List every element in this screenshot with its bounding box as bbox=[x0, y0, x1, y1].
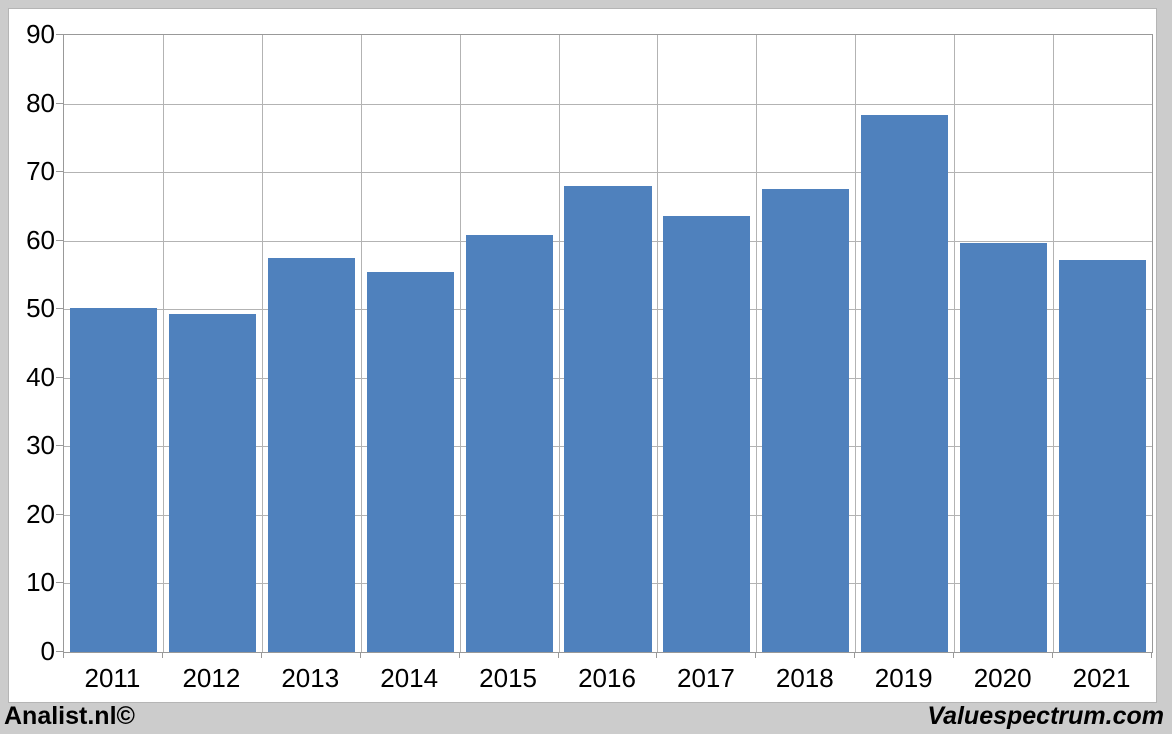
horizontal-gridline bbox=[64, 103, 1152, 105]
y-axis-tick bbox=[56, 582, 63, 584]
x-tick-label: 2014 bbox=[380, 663, 439, 693]
y-axis-tick bbox=[56, 171, 63, 173]
x-tick-label: 2011 bbox=[84, 663, 141, 693]
x-axis-tick bbox=[656, 652, 658, 658]
y-axis-tick bbox=[56, 651, 63, 652]
y-axis-tick bbox=[56, 102, 63, 104]
y-tick-label: 70 bbox=[26, 156, 55, 187]
y-tick-label: 40 bbox=[26, 361, 55, 392]
x-axis-tick bbox=[458, 652, 460, 658]
x-axis-tick bbox=[557, 652, 559, 658]
x-tick-label: 2017 bbox=[676, 663, 735, 693]
y-tick-label: 90 bbox=[26, 19, 55, 49]
horizontal-gridline bbox=[64, 172, 1152, 174]
bar-2020 bbox=[960, 242, 1048, 652]
x-axis-tick bbox=[953, 652, 955, 658]
x-axis-tick bbox=[359, 652, 361, 658]
x-tick-label: 2015 bbox=[479, 663, 537, 693]
y-axis-tick bbox=[56, 308, 63, 310]
plot-area bbox=[63, 34, 1153, 653]
vertical-gridline bbox=[657, 35, 659, 652]
bar-2012 bbox=[168, 314, 256, 652]
x-axis-tick bbox=[755, 652, 757, 658]
x-tick-label: 2021 bbox=[1072, 663, 1131, 693]
bar-2011 bbox=[69, 307, 157, 652]
vertical-gridline bbox=[855, 35, 857, 652]
bar-2014 bbox=[366, 272, 454, 652]
y-axis-tick bbox=[56, 513, 63, 515]
vertical-gridline bbox=[162, 35, 164, 652]
y-tick-label: 20 bbox=[26, 498, 55, 529]
x-tick-label: 2012 bbox=[182, 663, 241, 693]
chart-canvas: 0 10 20 30 40 50 60 70 80 90 2011 2012 2013 2014 2015 2… bbox=[8, 8, 1157, 703]
bar-2015 bbox=[465, 235, 553, 652]
x-axis-tick bbox=[63, 652, 64, 658]
y-tick-label: 30 bbox=[26, 430, 55, 461]
x-tick-label: 2013 bbox=[281, 663, 340, 693]
x-axis-tick bbox=[161, 652, 163, 658]
vertical-gridline bbox=[261, 35, 263, 652]
y-axis-tick bbox=[56, 376, 63, 378]
bar-2019 bbox=[861, 114, 949, 652]
vertical-gridline bbox=[954, 35, 956, 652]
x-tick-label: 2019 bbox=[874, 663, 933, 693]
vertical-gridline bbox=[360, 35, 362, 652]
x-axis-tick bbox=[854, 652, 856, 658]
y-axis-tick bbox=[56, 445, 63, 447]
y-axis-tick bbox=[56, 239, 63, 241]
y-axis-tick bbox=[56, 34, 63, 35]
vertical-gridline bbox=[1053, 35, 1055, 652]
vertical-gridline bbox=[558, 35, 560, 652]
bar-2016 bbox=[564, 185, 652, 652]
footer-bar: Analist.nl© Valuespectrum.com bbox=[0, 702, 1172, 734]
brand-right-label: Valuespectrum.com bbox=[927, 702, 1164, 730]
x-axis-tick bbox=[1151, 652, 1152, 658]
bar-2013 bbox=[267, 257, 355, 652]
x-tick-label: 2020 bbox=[973, 663, 1032, 693]
x-tick-label: 2016 bbox=[578, 663, 636, 693]
x-axis-tick bbox=[260, 652, 262, 658]
vertical-gridline bbox=[459, 35, 461, 652]
y-tick-label: 0 bbox=[40, 636, 55, 666]
y-tick-label: 50 bbox=[26, 293, 55, 324]
y-tick-label: 10 bbox=[26, 567, 55, 598]
bar-2021 bbox=[1059, 259, 1147, 652]
x-axis-tick bbox=[1052, 652, 1054, 658]
brand-left-label: Analist.nl© bbox=[4, 702, 135, 730]
y-tick-label: 60 bbox=[26, 224, 55, 255]
bar-2018 bbox=[762, 189, 850, 652]
y-tick-label: 80 bbox=[26, 87, 55, 118]
bar-2017 bbox=[663, 216, 751, 652]
x-tick-label: 2018 bbox=[775, 663, 834, 693]
vertical-gridline bbox=[756, 35, 758, 652]
